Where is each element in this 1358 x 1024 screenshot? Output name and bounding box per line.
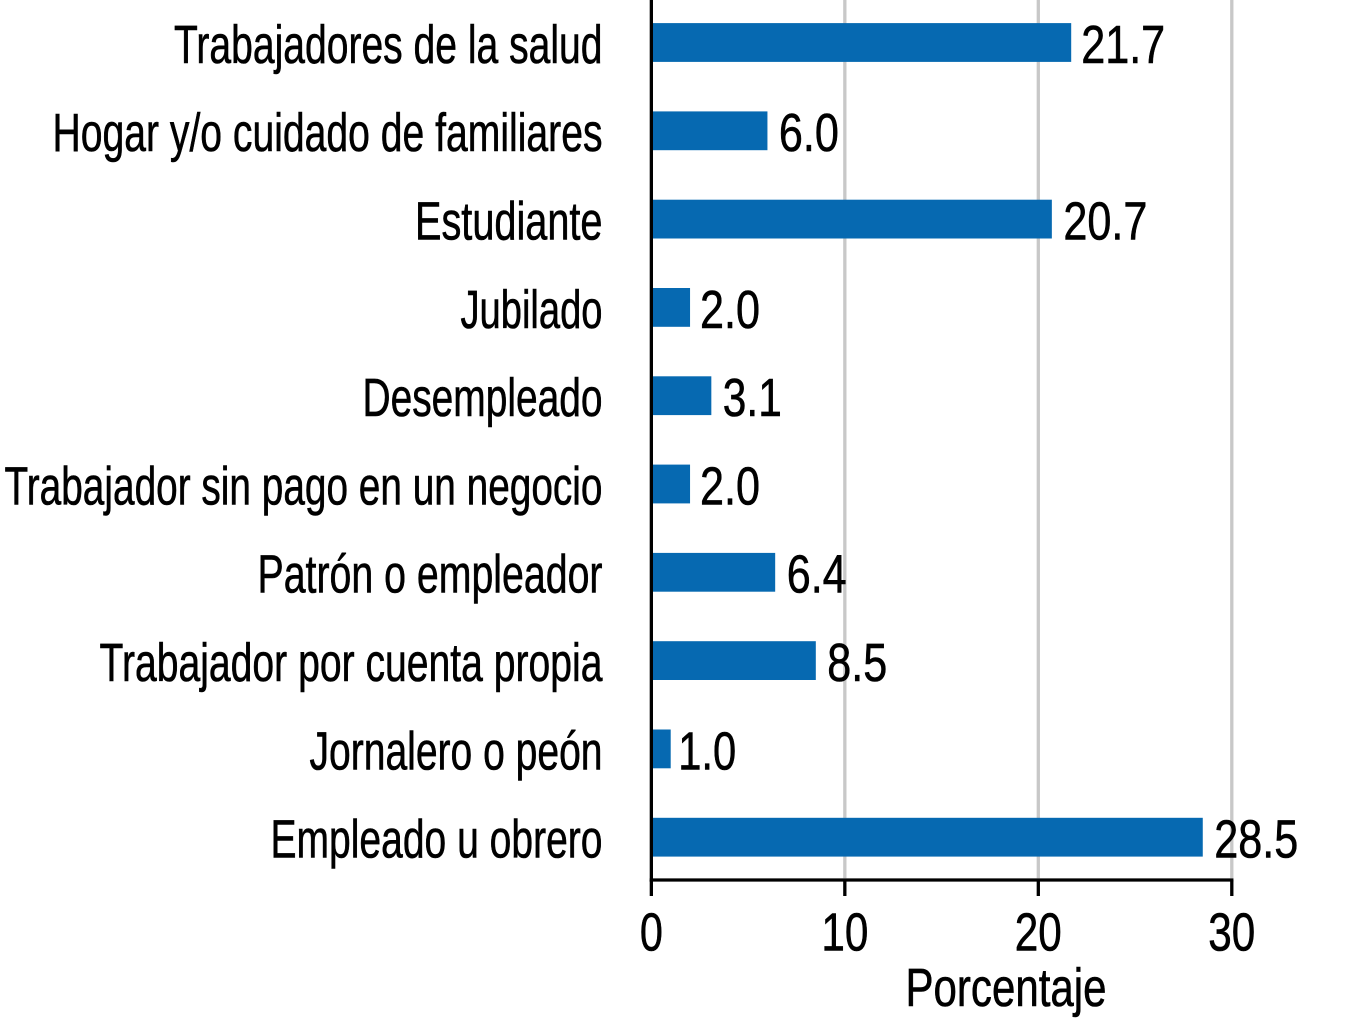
svg-text:2.0: 2.0	[700, 456, 760, 516]
svg-text:Jubilado: Jubilado	[461, 280, 603, 340]
svg-text:Trabajador por cuenta propia: Trabajador por cuenta propia	[100, 633, 604, 693]
svg-text:2.0: 2.0	[700, 280, 760, 340]
svg-text:8.5: 8.5	[827, 633, 887, 693]
svg-text:21.7: 21.7	[1081, 15, 1165, 75]
svg-text:Patrón o empleador: Patrón o empleador	[258, 545, 603, 605]
svg-text:Porcentaje: Porcentaje	[906, 958, 1107, 1018]
svg-text:Jornalero o peón: Jornalero o peón	[310, 721, 603, 781]
svg-text:Hogar y/o cuidado de familiare: Hogar y/o cuidado de familiares	[53, 103, 603, 163]
svg-text:Desempleado: Desempleado	[363, 368, 603, 428]
svg-text:10: 10	[821, 903, 868, 963]
svg-text:Trabajadores de la salud: Trabajadores de la salud	[174, 15, 603, 75]
svg-text:3.1: 3.1	[723, 368, 782, 428]
svg-text:20: 20	[1015, 903, 1062, 963]
svg-text:Estudiante: Estudiante	[415, 192, 603, 252]
svg-text:20.7: 20.7	[1063, 192, 1147, 252]
svg-text:30: 30	[1208, 903, 1255, 963]
svg-text:Empleado u obrero: Empleado u obrero	[271, 810, 603, 870]
svg-text:6.0: 6.0	[779, 103, 839, 163]
svg-text:6.4: 6.4	[787, 545, 847, 605]
svg-text:1.0: 1.0	[678, 721, 736, 781]
svg-text:0: 0	[640, 903, 663, 963]
svg-text:Trabajador sin pago en un nego: Trabajador sin pago en un negocio	[5, 456, 603, 516]
svg-text:28.5: 28.5	[1214, 810, 1298, 870]
